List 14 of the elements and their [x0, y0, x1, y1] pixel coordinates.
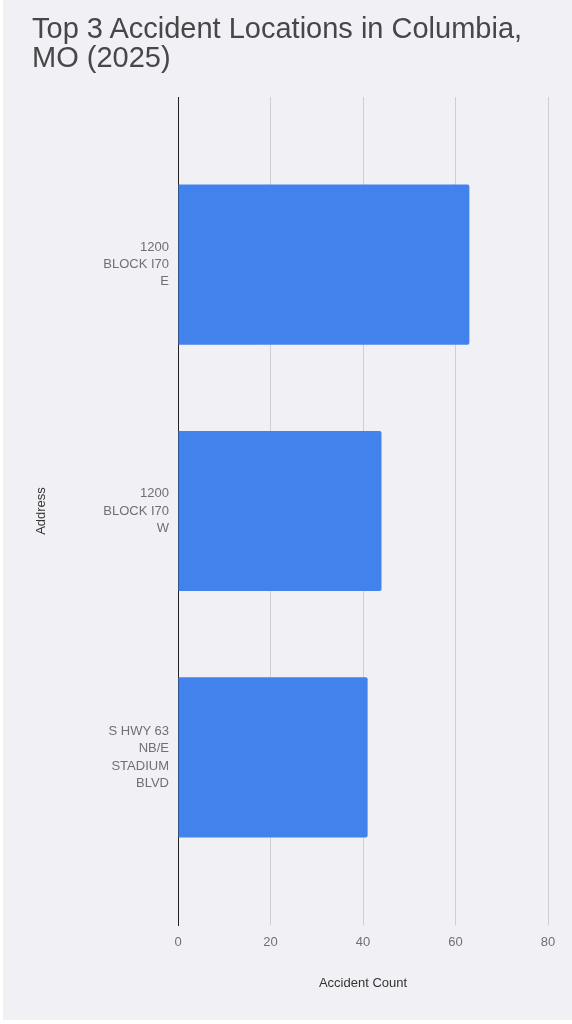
x-tick-label: 40	[355, 934, 371, 950]
bar	[178, 430, 382, 592]
x-axis-title: Accident Count	[318, 974, 408, 990]
bar	[178, 677, 368, 838]
bar	[178, 184, 470, 345]
chart-title: Top 3 Accident Locations in Columbia, MO (2025)	[32, 12, 524, 73]
x-tick-label: 60	[448, 934, 463, 950]
y-tick-label: 1200 BLOCK I70 E	[103, 238, 170, 289]
x-tick-label: 20	[263, 934, 278, 950]
y-tick-label: 1200 BLOCK I70 W	[103, 485, 170, 535]
y-axis-title: Address	[33, 486, 49, 535]
x-tick-label: 80	[540, 934, 556, 950]
x-tick-label: 0	[174, 934, 182, 950]
y-tick-label: S HWY 63 NB/E STADIUM BLVD	[108, 723, 170, 790]
